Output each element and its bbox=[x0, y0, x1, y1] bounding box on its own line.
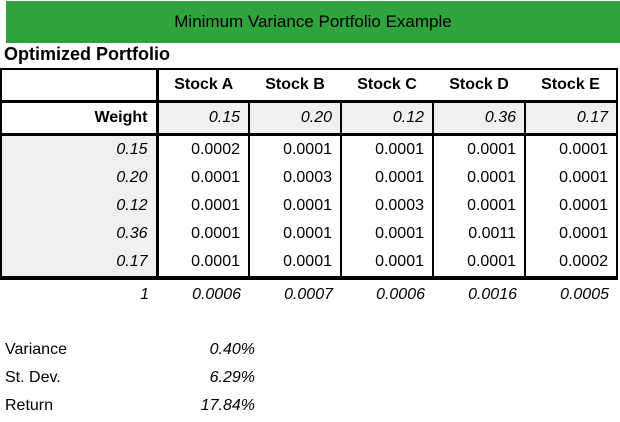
weight-row-label: Weight bbox=[0, 101, 159, 136]
matrix-row: 0.15 0.0002 0.0001 0.0001 0.0001 0.0001 bbox=[0, 134, 618, 164]
column-total: 0.0005 bbox=[560, 285, 609, 303]
matrix-cell: 0.0001 bbox=[249, 134, 342, 164]
corner-cell bbox=[0, 68, 159, 103]
column-header-stock-b: Stock B bbox=[249, 68, 341, 103]
row-weight-label: 0.12 bbox=[0, 192, 159, 220]
weights-total: 1 bbox=[140, 285, 149, 303]
column-header-stock-e: Stock E bbox=[525, 68, 618, 103]
stdev-value: 6.29% bbox=[209, 369, 255, 386]
section-title: Optimized Portfolio bbox=[4, 44, 170, 64]
matrix-cell: 0.0001 bbox=[433, 134, 526, 164]
column-total: 0.0016 bbox=[468, 285, 517, 303]
variance-label: Variance bbox=[5, 341, 67, 358]
matrix-cell: 0.0001 bbox=[525, 192, 618, 220]
weight-cell: 0.20 bbox=[249, 101, 342, 136]
variance-value: 0.40% bbox=[209, 341, 255, 358]
matrix-cell: 0.0003 bbox=[249, 164, 342, 192]
matrix-cell: 0.0001 bbox=[249, 192, 342, 220]
stat-return: Return 17.84% bbox=[5, 392, 255, 420]
matrix-cell: 0.0001 bbox=[525, 164, 618, 192]
column-total: 0.0006 bbox=[192, 285, 241, 303]
return-value: 17.84% bbox=[200, 397, 255, 414]
title-banner: Minimum Variance Portfolio Example bbox=[6, 1, 620, 43]
matrix-cell: 0.0001 bbox=[525, 220, 618, 248]
column-header-stock-a: Stock A bbox=[157, 68, 249, 103]
column-header-stock-c: Stock C bbox=[341, 68, 433, 103]
stat-stdev: St. Dev. 6.29% bbox=[5, 364, 255, 392]
matrix-cell: 0.0001 bbox=[433, 164, 526, 192]
weight-cell: 0.17 bbox=[525, 101, 618, 136]
matrix-cell: 0.0001 bbox=[525, 134, 618, 164]
matrix-cell: 0.0001 bbox=[249, 248, 342, 280]
matrix-cell: 0.0001 bbox=[157, 192, 250, 220]
matrix-row: 0.20 0.0001 0.0003 0.0001 0.0001 0.0001 bbox=[0, 164, 618, 192]
page-title: Minimum Variance Portfolio Example bbox=[174, 12, 452, 31]
weight-cell: 0.12 bbox=[341, 101, 434, 136]
matrix-cell: 0.0001 bbox=[341, 220, 434, 248]
covariance-table: Stock A Stock B Stock C Stock D Stock E … bbox=[0, 68, 618, 309]
matrix-row: 0.12 0.0001 0.0001 0.0003 0.0001 0.0001 bbox=[0, 192, 618, 220]
matrix-cell: 0.0001 bbox=[433, 192, 526, 220]
row-weight-label: 0.36 bbox=[0, 220, 159, 248]
row-weight-label: 0.17 bbox=[0, 248, 159, 280]
column-total: 0.0006 bbox=[376, 285, 425, 303]
weight-cell: 0.15 bbox=[157, 101, 250, 136]
summary-stats: Variance 0.40% St. Dev. 6.29% Return 17.… bbox=[5, 336, 255, 420]
matrix-cell: 0.0001 bbox=[433, 248, 526, 280]
column-total: 0.0007 bbox=[284, 285, 333, 303]
row-weight-label: 0.15 bbox=[0, 134, 159, 164]
row-weight-label: 0.20 bbox=[0, 164, 159, 192]
stat-variance: Variance 0.40% bbox=[5, 336, 255, 364]
matrix-cell: 0.0001 bbox=[249, 220, 342, 248]
matrix-cell: 0.0001 bbox=[157, 248, 250, 280]
table-header-row: Stock A Stock B Stock C Stock D Stock E bbox=[0, 68, 618, 103]
matrix-cell: 0.0001 bbox=[157, 164, 250, 192]
column-header-stock-d: Stock D bbox=[433, 68, 525, 103]
return-label: Return bbox=[5, 397, 54, 414]
weight-row: Weight 0.15 0.20 0.12 0.36 0.17 bbox=[0, 101, 618, 136]
matrix-cell: 0.0001 bbox=[341, 248, 434, 280]
matrix-cell: 0.0011 bbox=[433, 220, 526, 248]
matrix-row: 0.17 0.0001 0.0001 0.0001 0.0001 0.0002 bbox=[0, 248, 618, 280]
totals-row: 1 0.0006 0.0007 0.0006 0.0016 0.0005 bbox=[1, 278, 617, 309]
weight-cell: 0.36 bbox=[433, 101, 526, 136]
matrix-cell: 0.0002 bbox=[157, 134, 250, 164]
stdev-label: St. Dev. bbox=[5, 369, 61, 386]
matrix-cell: 0.0003 bbox=[341, 192, 434, 220]
matrix-row: 0.36 0.0001 0.0001 0.0001 0.0011 0.0001 bbox=[0, 220, 618, 248]
matrix-cell: 0.0001 bbox=[341, 134, 434, 164]
matrix-cell: 0.0001 bbox=[341, 164, 434, 192]
matrix-cell: 0.0002 bbox=[525, 248, 618, 280]
matrix-cell: 0.0001 bbox=[157, 220, 250, 248]
